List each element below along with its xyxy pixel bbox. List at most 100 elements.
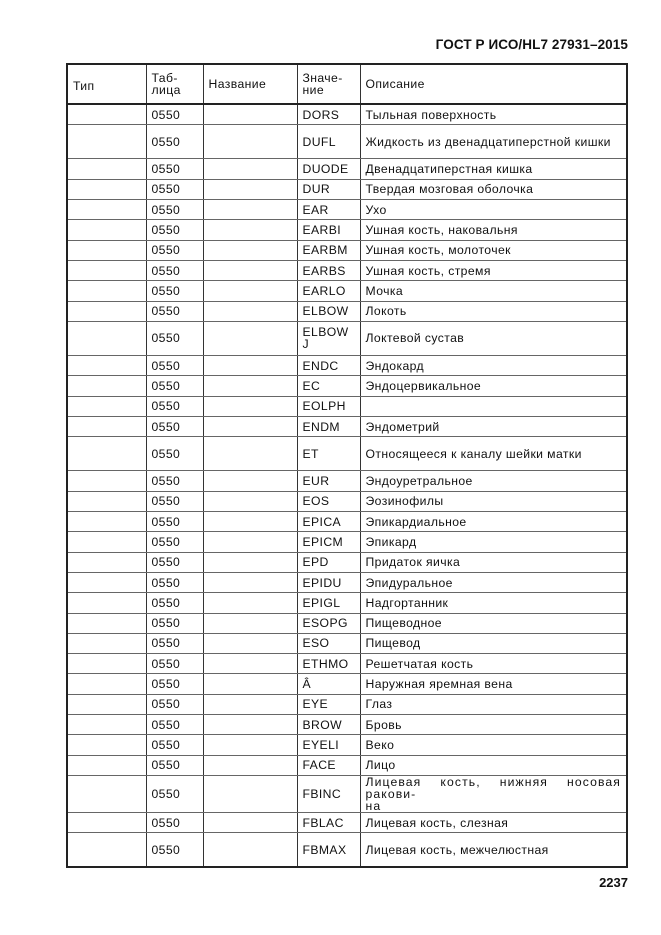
table-row: 0550 EARBS Ушная кость, стремя xyxy=(66,259,628,282)
cell-name xyxy=(202,693,298,715)
cell-type xyxy=(66,673,147,695)
table-row: 0550 FBMAX Лицевая кость, межчелюстная xyxy=(66,832,628,868)
cell-type xyxy=(66,178,147,201)
table-row: 0550 EPIGL Надгортанник xyxy=(66,592,628,614)
cell-value: EPD xyxy=(296,551,361,573)
cell-type xyxy=(66,470,147,492)
cell-name xyxy=(202,158,298,180)
table-row: 0550 ENDC Эндокард xyxy=(66,355,628,377)
cell-name xyxy=(202,219,298,241)
cell-table: 0550 xyxy=(145,280,204,302)
cell-type xyxy=(66,415,147,438)
cell-type xyxy=(66,531,147,553)
cell-type xyxy=(66,632,147,655)
cell-value: ENDC xyxy=(296,355,361,377)
cell-table: 0550 xyxy=(145,124,204,160)
table-row: 0550 EC Эндоцервикальное xyxy=(66,375,628,397)
cell-table: 0550 xyxy=(145,436,204,472)
cell-table: 0550 xyxy=(145,395,204,417)
column-header-name: Название xyxy=(202,63,298,105)
cell-name xyxy=(202,239,298,261)
table-row: 0550 DORS Тыльная поверхность xyxy=(66,103,628,126)
table-row: 0550 DUFL Жидкость из двенадцатиперстной к… xyxy=(66,124,628,160)
cell-table: 0550 xyxy=(145,239,204,261)
cell-value: ESOPG xyxy=(296,612,361,634)
cell-table: 0550 xyxy=(145,470,204,492)
cell-type xyxy=(66,300,147,322)
cell-value: EARBS xyxy=(296,259,361,282)
cell-table: 0550 xyxy=(145,490,204,513)
cell-value: EARBI xyxy=(296,219,361,241)
cell-name xyxy=(202,531,298,553)
cell-name xyxy=(202,280,298,302)
cell-value: EC xyxy=(296,375,361,397)
cell-name xyxy=(202,320,298,357)
cell-value: EPIDU xyxy=(296,571,361,594)
cell-description: Наружная яремная вена xyxy=(359,673,628,695)
cell-type xyxy=(66,375,147,397)
cell-value: ESO xyxy=(296,632,361,655)
cell-type xyxy=(66,571,147,594)
cell-description: Эпикардиальное xyxy=(359,511,628,533)
cell-type xyxy=(66,320,147,357)
table-row: 0550 Â Наружная яремная вена xyxy=(66,673,628,695)
table-row: 0550 EARLO Мочка xyxy=(66,280,628,302)
cell-description: Ушная кость, наковальня xyxy=(359,219,628,241)
cell-table: 0550 xyxy=(145,199,204,221)
cell-name xyxy=(202,470,298,492)
cell-description: Пищеводное xyxy=(359,612,628,634)
cell-description: Лицо xyxy=(359,754,628,776)
cell-value: EYELI xyxy=(296,734,361,756)
table-row: 0550 ENDM Эндометрий xyxy=(66,415,628,438)
cell-name xyxy=(202,375,298,397)
cell-name xyxy=(202,571,298,594)
table-row: 0550 EARBI Ушная кость, наковальня xyxy=(66,219,628,241)
cell-type xyxy=(66,259,147,282)
cell-table: 0550 xyxy=(145,511,204,533)
cell-value: EAR xyxy=(296,199,361,221)
table-row: 0550 EAR Ухо xyxy=(66,199,628,221)
cell-name xyxy=(202,178,298,201)
cell-name xyxy=(202,124,298,160)
cell-type xyxy=(66,436,147,472)
cell-name xyxy=(202,653,298,675)
cell-table: 0550 xyxy=(145,571,204,594)
cell-table: 0550 xyxy=(145,653,204,675)
cell-table: 0550 xyxy=(145,632,204,655)
cell-description: Веко xyxy=(359,734,628,756)
cell-table: 0550 xyxy=(145,832,204,868)
cell-type xyxy=(66,551,147,573)
cell-description: Глаз xyxy=(359,693,628,715)
cell-value: ELBOW xyxy=(296,300,361,322)
cell-table: 0550 xyxy=(145,158,204,180)
cell-name xyxy=(202,199,298,221)
cell-value: ET xyxy=(296,436,361,472)
page-number: 2237 xyxy=(599,875,628,890)
cell-type xyxy=(66,124,147,160)
cell-description: Придаток яичка xyxy=(359,551,628,573)
cell-name xyxy=(202,103,298,126)
cell-table: 0550 xyxy=(145,713,204,736)
cell-description: Жидкость из двенадцатиперстной кишки xyxy=(359,124,628,160)
cell-name xyxy=(202,355,298,377)
cell-table: 0550 xyxy=(145,320,204,357)
cell-table: 0550 xyxy=(145,531,204,553)
cell-name xyxy=(202,774,298,813)
cell-table: 0550 xyxy=(145,592,204,614)
table-row: 0550 ELBOW J Локтевой сустав xyxy=(66,320,628,357)
cell-name xyxy=(202,300,298,322)
table-row: 0550 ET Относящееся к каналу шейки матки xyxy=(66,436,628,472)
table-row: 0550 EOLPH xyxy=(66,395,628,417)
cell-name xyxy=(202,612,298,634)
cell-type xyxy=(66,395,147,417)
cell-value: EUR xyxy=(296,470,361,492)
standard-header: ГОСТ Р ИСО/HL7 27931–2015 xyxy=(435,37,628,52)
cell-type xyxy=(66,511,147,533)
cell-value: DUFL xyxy=(296,124,361,160)
cell-description: Лицевая кость, нижняя носовая ракови- на xyxy=(359,774,628,813)
cell-table: 0550 xyxy=(145,754,204,776)
cell-value: FBMAX xyxy=(296,832,361,868)
cell-table: 0550 xyxy=(145,612,204,634)
cell-name xyxy=(202,811,298,834)
cell-type xyxy=(66,832,147,868)
